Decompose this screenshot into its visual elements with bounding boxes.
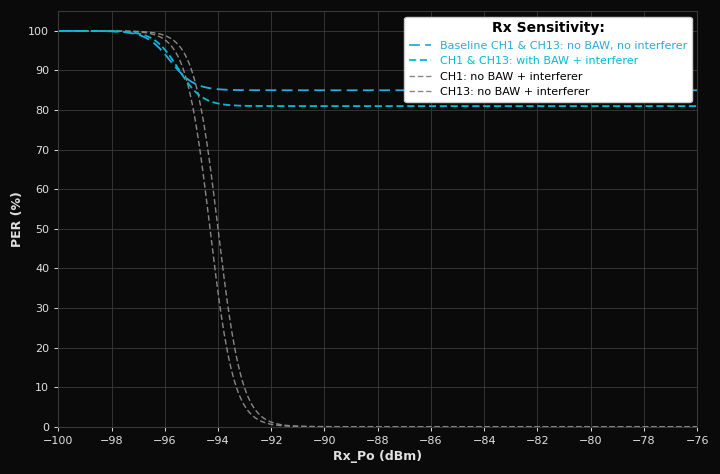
X-axis label: Rx_Po (dBm): Rx_Po (dBm) [333,450,423,463]
Y-axis label: PER (%): PER (%) [11,191,24,247]
Legend: Baseline CH1 & CH13: no BAW, no interferer, CH1 & CH13: with BAW + interferer, C: Baseline CH1 & CH13: no BAW, no interfer… [405,17,692,102]
